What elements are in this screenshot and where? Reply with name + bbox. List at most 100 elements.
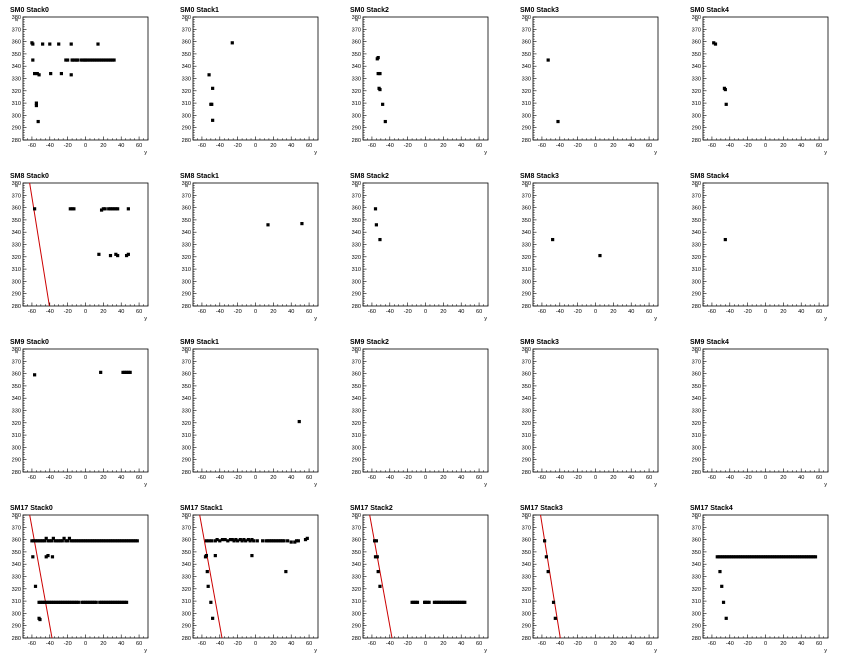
x-tick-label: 0 <box>594 309 597 315</box>
y-tick-label: 310 <box>12 101 21 107</box>
data-point <box>58 600 63 604</box>
data-point <box>250 538 254 542</box>
x-axis-label: y <box>654 648 657 654</box>
data-point <box>772 555 777 559</box>
stack-panel: SM8 Stack4 280 290 300 310 320 330 340 350 360 370… <box>690 173 829 322</box>
y-tick-label: 380 <box>352 513 361 519</box>
stack-panel: SM8 Stack0 280 290 300 310 320 330 340 350 360 370… <box>10 173 149 322</box>
y-tick-label: 280 <box>12 138 21 144</box>
data-point <box>62 536 66 540</box>
track-line <box>540 515 561 638</box>
data-point <box>99 370 103 374</box>
panel-title: SM17 Stack2 <box>350 505 393 512</box>
data-point <box>445 600 449 604</box>
data-point <box>209 102 213 106</box>
y-tick-label: 320 <box>182 587 191 593</box>
x-tick-label: 20 <box>610 309 616 315</box>
y-tick-label: 280 <box>692 138 701 144</box>
y-tick-label: 330 <box>522 575 531 581</box>
data-point <box>744 555 748 559</box>
stack-panel: SM8 Stack1 280 290 300 310 320 330 340 350 360 370… <box>180 173 319 322</box>
y-tick-label: 290 <box>522 624 531 630</box>
data-point <box>543 539 547 543</box>
y-tick-label: 300 <box>352 445 361 451</box>
y-axis-label: x <box>354 350 360 353</box>
data-point <box>378 237 382 242</box>
panel-title: SM0 Stack0 <box>10 7 49 14</box>
x-tick-label: 60 <box>816 143 822 149</box>
plot-frame <box>532 182 659 307</box>
data-point <box>242 538 246 542</box>
data-point <box>781 555 785 559</box>
data-point <box>378 584 382 588</box>
panel-title: SM8 Stack2 <box>350 173 389 180</box>
x-tick-label: 60 <box>306 475 312 481</box>
data-point <box>740 555 744 559</box>
x-axis-label: y <box>314 150 317 156</box>
y-tick-label: 340 <box>692 396 701 402</box>
y-tick-label: 380 <box>12 513 21 519</box>
track-line <box>369 515 393 638</box>
data-point <box>804 555 809 559</box>
panel-title: SM9 Stack0 <box>10 339 49 346</box>
data-point <box>808 555 812 559</box>
data-point <box>269 539 274 543</box>
data-point <box>85 600 89 604</box>
x-tick-label: 20 <box>780 641 786 647</box>
y-tick-label: 380 <box>352 181 361 187</box>
x-tick-label: -60 <box>708 309 716 315</box>
data-point <box>108 253 113 258</box>
data-point <box>98 58 102 62</box>
y-tick-label: 330 <box>692 243 701 249</box>
data-point <box>441 600 445 604</box>
x-axis-label: y <box>314 648 317 654</box>
stack-panel: SM8 Stack3 280 290 300 310 320 330 340 350 360 370… <box>520 173 659 322</box>
y-tick-label: 380 <box>182 513 191 519</box>
data-point <box>69 539 73 543</box>
y-tick-label: 360 <box>522 372 531 378</box>
data-point <box>715 555 719 559</box>
x-tick-label: 20 <box>100 143 106 149</box>
data-point <box>39 600 43 604</box>
data-point <box>376 55 380 60</box>
y-tick-label: 360 <box>522 40 531 46</box>
data-point <box>275 539 279 543</box>
data-point <box>110 207 114 211</box>
data-point <box>41 539 45 543</box>
y-tick-label: 320 <box>182 255 191 261</box>
x-tick-label: -60 <box>28 309 36 315</box>
data-point <box>797 555 802 559</box>
data-point <box>447 600 451 604</box>
y-tick-label: 350 <box>692 384 701 390</box>
data-point <box>35 71 39 76</box>
data-point <box>211 616 215 620</box>
y-tick-label: 320 <box>522 89 531 95</box>
data-point <box>718 569 722 574</box>
y-axis-label: x <box>184 184 190 187</box>
y-tick-label: 340 <box>522 396 531 402</box>
y-tick-label: 320 <box>182 421 191 427</box>
x-tick-label: -40 <box>216 475 224 481</box>
y-axis-label: x <box>14 516 20 519</box>
y-tick-label: 300 <box>692 279 701 285</box>
x-axis-label: y <box>314 482 317 488</box>
data-point <box>246 538 250 542</box>
y-tick-label: 310 <box>12 267 21 273</box>
x-tick-label: 60 <box>816 475 822 481</box>
data-point <box>771 555 775 559</box>
x-axis-label: y <box>484 482 487 488</box>
data-point <box>213 553 217 558</box>
x-axis-label: y <box>484 150 487 156</box>
y-tick-label: 350 <box>692 52 701 58</box>
data-point <box>296 539 300 543</box>
data-point <box>232 539 236 543</box>
y-tick-label: 280 <box>522 636 531 642</box>
panel-title: SM0 Stack1 <box>180 7 219 14</box>
y-tick-label: 330 <box>352 409 361 415</box>
data-point <box>91 539 95 543</box>
y-tick-label: 320 <box>352 89 361 95</box>
y-tick-label: 370 <box>522 193 531 199</box>
x-tick-label: -20 <box>234 143 242 149</box>
y-tick-label: 300 <box>12 611 21 617</box>
y-tick-label: 360 <box>692 372 701 378</box>
